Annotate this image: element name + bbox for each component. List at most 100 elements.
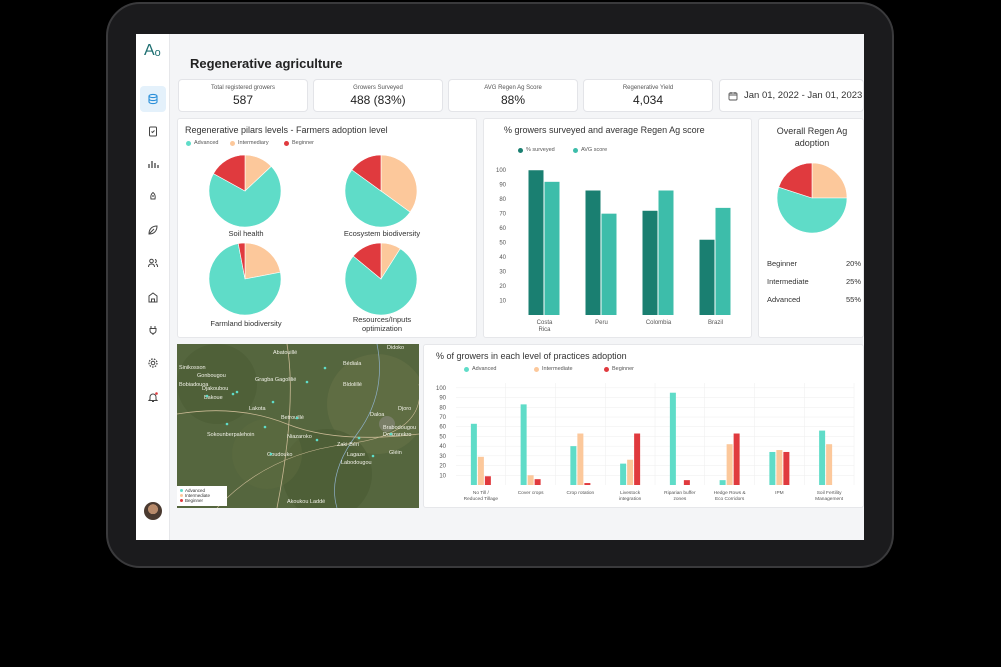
pilar-pie-slice <box>352 242 382 280</box>
x-category-label: Cover crops <box>518 490 544 496</box>
bar-beginner <box>634 433 641 485</box>
sidebar-item-settings[interactable] <box>140 350 166 376</box>
map-place-label: Lagaze <box>347 452 366 458</box>
map-place-label: Bobiadouoa <box>179 382 209 388</box>
adoption-title: Overall Regen Ag adoption <box>776 126 848 148</box>
map-place-label: Labodougou <box>341 460 372 466</box>
pilar-pie-slice <box>213 154 246 192</box>
x-category-label: Brazil <box>708 320 723 326</box>
pilar-pie-slice <box>208 243 282 316</box>
adoption-pie-slice <box>811 162 848 199</box>
pilars-pies <box>208 154 418 316</box>
x-category-label: zones <box>673 497 686 502</box>
map-place-label: Gléin <box>389 450 402 456</box>
kpi-card-registered: Total registered growers 587 <box>178 79 308 112</box>
kpi-value: 587 <box>232 93 254 107</box>
sidebar-item-notifications[interactable] <box>140 384 166 410</box>
pie-label-resources: Resources/Inputs optimization <box>352 315 412 333</box>
sidebar-item-integrations[interactable] <box>140 317 166 343</box>
y-tick-label: 100 <box>496 168 507 174</box>
map-place-label: Djakoubou <box>202 386 229 392</box>
legend-practices-intermediate: Intermediate <box>534 366 573 372</box>
y-tick-label: 50 <box>439 434 446 440</box>
bar-chart-icon <box>148 161 159 168</box>
legend-practices-advanced: Advanced <box>464 366 496 372</box>
map-legend-advanced: Advanced <box>180 488 224 493</box>
y-tick-label: 30 <box>499 270 506 276</box>
bar-advanced <box>520 404 527 485</box>
map-place-label: Akoukou Laddé <box>287 499 326 505</box>
pilars-title: Regenerative pilars levels - Farmers ado… <box>185 125 388 135</box>
date-range-text: Jan 01, 2022 - Jan 01, 2023 <box>744 90 863 101</box>
adoption-pie <box>776 162 848 234</box>
date-range-picker[interactable]: Jan 01, 2022 - Jan 01, 2023 <box>719 79 864 112</box>
calendar-icon <box>728 91 738 100</box>
y-tick-label: 70 <box>499 212 506 218</box>
bar-beginner <box>534 479 541 485</box>
x-category-label: Peru <box>595 320 608 326</box>
kpi-label: Total registered growers <box>210 85 276 91</box>
legend-practices-beginner: Beginner <box>604 366 634 372</box>
settings-icon <box>148 358 158 368</box>
map-legend: Advanced Intermediate Beginner <box>177 486 227 506</box>
bar-advanced <box>470 423 477 485</box>
kpi-card-yield: Regenerative Yield 4,034 <box>583 79 713 112</box>
bar-advanced <box>620 463 627 485</box>
pilar-pie-slice <box>237 242 246 280</box>
bar-intermediate <box>577 433 584 485</box>
pilar-pie-slice <box>208 165 282 228</box>
bar-avgscore <box>715 207 731 315</box>
bar-advanced <box>570 446 577 485</box>
sidebar-item-analytics[interactable] <box>140 151 166 177</box>
map-place-label: Douzarekro <box>383 432 412 438</box>
pilar-pie-slice <box>351 154 382 192</box>
kpi-value: 88% <box>500 93 526 107</box>
sidebar-item-launch[interactable] <box>140 184 166 210</box>
adoption-row-beginner: Beginner 20% <box>767 259 861 268</box>
app-logo: Aₒ <box>144 42 161 59</box>
bar-intermediate <box>477 456 484 485</box>
bar-surveyed <box>642 210 658 315</box>
map-place-label: Sinikosson <box>179 365 206 371</box>
y-tick-label: 20 <box>439 464 446 470</box>
y-tick-label: 40 <box>499 255 506 261</box>
bar-advanced <box>819 430 826 485</box>
pilar-pie-slice <box>244 242 281 280</box>
x-category-label: Colombia <box>646 320 672 326</box>
user-avatar[interactable] <box>144 502 162 520</box>
map-terrain <box>177 344 419 508</box>
adoption-pie-slice <box>776 186 848 234</box>
sidebar-item-clipboard[interactable] <box>140 118 166 144</box>
map-place-label: Djoro <box>398 406 412 412</box>
x-category-label: Management <box>815 496 844 502</box>
pilar-pie-slice <box>344 248 418 316</box>
y-tick-label: 80 <box>439 405 446 411</box>
y-tick-label: 60 <box>439 425 446 431</box>
adoption-card: Overall Regen Ag adoption Beginner 20% In… <box>758 118 864 338</box>
map-place-label: Zaki-Béri <box>337 442 360 448</box>
y-tick-label: 20 <box>499 284 506 290</box>
bar-intermediate <box>527 475 534 485</box>
sidebar-item-buildings[interactable] <box>140 284 166 310</box>
legend-avg-score: AVG score <box>573 147 607 153</box>
map-markers <box>205 366 393 458</box>
sidebar-item-database[interactable] <box>140 86 166 112</box>
bar-beginner <box>683 480 690 485</box>
adoption-pie-slice <box>778 162 813 199</box>
bar-avgscore <box>544 181 560 315</box>
map-place-label: Niazaroko <box>287 434 312 440</box>
x-category-label: Riparian buffer <box>664 490 696 496</box>
plug-icon <box>149 326 157 335</box>
x-category-label: Reduced Tillage <box>464 496 499 502</box>
kpi-card-score: AVG Regen Ag Score 88% <box>448 79 578 112</box>
y-tick-label: 50 <box>499 241 506 247</box>
sidebar-item-users[interactable] <box>140 250 166 276</box>
bar-surveyed <box>528 170 544 315</box>
bar-beginner <box>733 433 740 485</box>
y-tick-label: 10 <box>499 299 506 305</box>
growers-map[interactable]: Abatouillé Didoko Sinikosson Gragba Gago… <box>177 344 419 508</box>
sidebar-item-leaf[interactable] <box>140 217 166 243</box>
pilar-pie-slice <box>380 154 418 213</box>
bar-surveyed <box>699 239 715 315</box>
